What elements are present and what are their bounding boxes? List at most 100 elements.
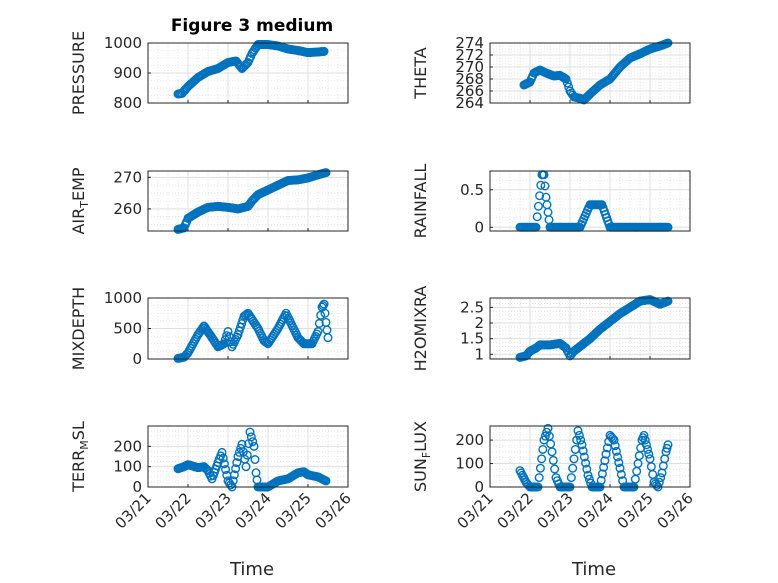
x-tick-label: 03/25 [272, 489, 315, 532]
x-tick-label: 03/22 [494, 489, 537, 532]
y-tick-label: 0 [132, 478, 142, 496]
data-point [536, 180, 546, 190]
data-point [321, 168, 331, 178]
x-tick-label: 03/26 [654, 489, 697, 532]
y-axis-label: MIXDEPTH [69, 287, 88, 370]
y-tick-label: 2 [474, 314, 484, 332]
data-point [583, 470, 593, 480]
data-point [569, 454, 579, 464]
data-point [319, 46, 329, 56]
y-tick-label: 268 [455, 70, 484, 88]
y-tick-label: 100 [455, 455, 484, 473]
data-point [323, 333, 333, 343]
axes-box [489, 42, 691, 104]
data-point [610, 441, 620, 451]
data-point [577, 440, 587, 450]
subplot-5: 0 500 1000 MIXDEPTH [69, 287, 349, 370]
axes-box [489, 425, 691, 488]
data-point [540, 431, 550, 441]
y-axis-label: PRESSURE [69, 31, 88, 115]
data-point [616, 469, 626, 479]
data-point [561, 74, 571, 84]
data-point [217, 447, 227, 457]
y-tick-label: 272 [455, 46, 484, 64]
data-point [250, 455, 260, 465]
data-point [234, 447, 244, 457]
x-tick-label: 03/24 [574, 489, 617, 532]
axes-box [147, 170, 349, 232]
data-point [576, 435, 586, 445]
data-point [221, 465, 231, 475]
y-tick-label: 800 [113, 94, 142, 112]
data-point [532, 212, 542, 222]
axes-box [147, 297, 349, 360]
data-point [537, 454, 547, 464]
axes-box [489, 170, 691, 232]
data-point [573, 426, 583, 436]
y-tick-label: 270 [113, 168, 142, 186]
y-tick-label: 270 [455, 58, 484, 76]
data-point [601, 449, 611, 459]
x-tick-label: 03/23 [534, 489, 577, 532]
x-axis-label-left: Time [229, 559, 274, 580]
x-tick-label: 03/24 [232, 489, 275, 532]
data-point [562, 78, 572, 88]
data-point [566, 473, 576, 483]
data-point [615, 463, 625, 473]
subplot-4: 0 0.5 RAINFALL [411, 164, 691, 239]
data-point [568, 463, 578, 473]
subplot-8: 010020003/2103/2203/2303/2403/2503/26SUN… [411, 421, 697, 532]
data-point [581, 458, 591, 468]
y-tick-label: 0 [474, 478, 484, 496]
data-point [550, 464, 560, 474]
data-point [572, 435, 582, 445]
data-point [535, 463, 545, 473]
data-point [663, 440, 673, 450]
data-point [639, 430, 649, 440]
y-tick-label: 900 [113, 64, 142, 82]
data-point [579, 452, 589, 462]
data-point [231, 464, 241, 474]
y-tick-label: 1 [474, 345, 484, 363]
x-tick-label: 03/26 [312, 489, 355, 532]
data-point [643, 444, 653, 454]
x-axis-label-right: Time [571, 559, 616, 580]
x-tick-label: 03/23 [192, 489, 235, 532]
data-point [597, 469, 607, 479]
data-point [596, 475, 606, 485]
data-point [535, 191, 545, 201]
data-point [600, 456, 610, 466]
y-tick-label: 1000 [104, 34, 142, 52]
data-point [219, 459, 229, 469]
data-point [641, 440, 651, 450]
data-point [223, 327, 233, 337]
data-point [611, 446, 621, 456]
x-tick-label: 03/22 [152, 489, 195, 532]
y-tick-label: 2.5 [460, 298, 484, 316]
data-point [320, 308, 330, 318]
y-tick-label: 0 [474, 218, 484, 236]
data-point [533, 201, 543, 211]
data-point [540, 181, 550, 191]
data-point [584, 474, 594, 484]
data-point [314, 318, 324, 328]
data-point [538, 444, 548, 454]
data-point [260, 337, 270, 347]
y-tick-label: 200 [455, 431, 484, 449]
y-tick-label: 0.5 [460, 181, 484, 199]
y-tick-label: 1.5 [460, 330, 484, 348]
data-point [249, 441, 259, 451]
y-tick-label: 500 [113, 320, 142, 338]
data-point [319, 299, 329, 309]
data-point [232, 458, 242, 468]
subplot-6: 11.522.5 H2OMIXRA [411, 286, 691, 371]
data-point [241, 462, 251, 472]
data-point [644, 449, 654, 459]
y-axis-label: AIRTEMP [69, 167, 91, 234]
y-tick-label: 200 [113, 437, 142, 455]
data-point [613, 452, 623, 462]
subplot-1: 800 900 1000 PRESSURE [69, 31, 349, 115]
y-tick-label: 266 [455, 82, 484, 100]
y-axis-label: RAINFALL [411, 164, 430, 239]
